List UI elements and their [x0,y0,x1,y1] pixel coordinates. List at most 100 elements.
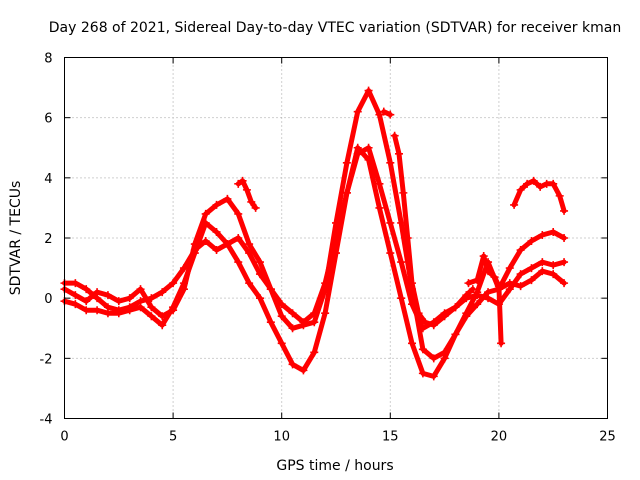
data-point-marker [212,200,221,209]
series-6 [390,131,477,330]
data-point-marker [386,158,395,167]
data-point-marker [527,276,536,285]
data-point-marker [158,321,167,330]
data-point-marker [516,246,525,255]
data-point-marker [473,288,482,297]
data-point-marker [418,345,427,354]
data-point-marker [266,285,275,294]
data-point-marker [277,339,286,348]
ticks [64,57,608,419]
data-point-marker [342,158,351,167]
data-point-marker [523,179,532,188]
data-point-marker [288,324,297,333]
data-point-marker [394,149,403,158]
data-point-marker [179,285,188,294]
data-point-marker [136,285,145,294]
series-7 [464,252,506,348]
series-trace [392,133,476,328]
data-point-marker [529,176,538,185]
data-point-marker [408,339,417,348]
data-point-marker [353,143,362,152]
x-tick-label: 10 [273,430,290,445]
data-point-marker [516,282,525,291]
data-point-marker [390,131,399,140]
data-point-marker [386,110,395,119]
data-point-marker [549,261,558,270]
data-point-marker [440,348,449,357]
data-point-marker [288,360,297,369]
data-point-marker [299,321,308,330]
x-tick-label: 5 [169,430,177,445]
data-point-marker [538,267,547,276]
data-point-marker [125,306,134,315]
data-point-marker [353,107,362,116]
data-point-marker [82,297,91,306]
data-point-marker [451,330,460,339]
x-tick-label: 0 [60,430,68,445]
data-point-marker [497,339,506,348]
data-point-marker [245,279,254,288]
data-point-marker [538,258,547,267]
data-point-marker [408,279,417,288]
data-point-marker [266,318,275,327]
x-tick-label: 15 [382,430,399,445]
data-point-marker [234,258,243,267]
data-point-marker [201,237,210,246]
data-point-marker [364,86,373,95]
data-point-marker [473,300,482,309]
data-point-marker [468,285,477,294]
data-point-marker [147,303,156,312]
data-point-marker [114,297,123,306]
y-tick-label: 0 [44,292,52,307]
data-point-marker [82,306,91,315]
data-point-marker [277,312,286,321]
x-tick-labels: 0 5 10 15 20 25 [60,430,615,445]
data-point-marker [238,176,247,185]
y-tick-label: 2 [44,232,52,247]
data-layer [60,86,569,381]
data-point-marker [505,279,514,288]
data-point-marker [223,194,232,203]
data-point-marker [549,179,558,188]
data-point-marker [462,309,471,318]
data-point-marker [549,270,558,279]
data-point-marker [103,309,112,318]
data-point-marker [464,279,473,288]
x-axis-title: GPS time / hours [276,458,393,474]
data-point-marker [527,264,536,273]
data-point-marker [245,240,254,249]
data-point-marker [93,288,102,297]
data-point-marker [125,294,134,303]
data-point-marker [516,185,525,194]
data-point-marker [429,372,438,381]
data-point-marker [103,291,112,300]
data-point-marker [386,218,395,227]
data-point-marker [429,321,438,330]
data-point-marker [560,279,569,288]
data-point-marker [484,267,493,276]
data-point-marker [342,188,351,197]
data-point-marker [158,312,167,321]
data-point-marker [549,227,558,236]
y-tick-label: -4 [40,413,53,428]
y-tick-label: -2 [40,352,53,367]
chart-title: Day 268 of 2021, Sidereal Day-to-day VTE… [49,20,621,36]
data-point-marker [560,258,569,267]
data-point-marker [255,258,264,267]
data-point-marker [201,209,210,218]
data-point-marker [516,270,525,279]
y-tick-labels: -4 -2 0 2 4 6 8 [40,52,53,428]
data-point-marker [527,237,536,246]
y-tick-label: 8 [44,52,52,67]
data-point-marker [375,110,384,119]
data-point-marker [399,188,408,197]
data-point-marker [414,309,423,318]
data-point-marker [386,249,395,258]
series-8 [510,176,569,215]
data-point-marker [403,234,412,242]
data-point-marker [421,318,430,327]
data-point-marker [310,318,319,327]
data-point-marker [136,303,145,312]
data-point-marker [234,179,243,188]
